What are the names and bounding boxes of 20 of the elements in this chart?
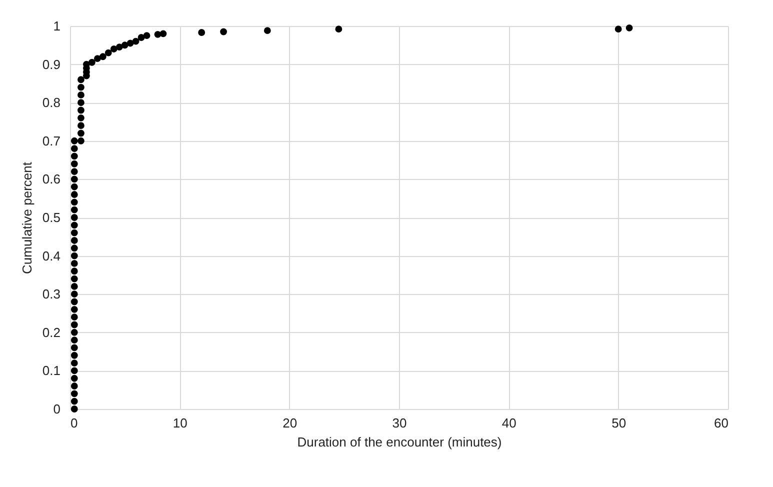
y-tick-label: 0.1 xyxy=(42,363,60,378)
x-tick-label: 30 xyxy=(392,416,407,430)
y-tick-label: 0.9 xyxy=(42,56,60,72)
y-tick-label: 0.8 xyxy=(42,95,60,110)
x-tick-label: 20 xyxy=(282,416,298,430)
x-tick-label: 0 xyxy=(70,416,78,430)
y-tick-label: 1 xyxy=(53,18,60,34)
x-tick-label: 50 xyxy=(612,416,626,430)
x-axis-title: Duration of the encounter (minutes) xyxy=(297,434,502,450)
y-tick-label: 0.7 xyxy=(42,133,60,148)
x-tick-label: 10 xyxy=(172,416,188,430)
x-tick-label: 40 xyxy=(502,416,516,430)
y-tick-label: 0.2 xyxy=(42,324,60,340)
y-tick-label: 0.3 xyxy=(42,286,60,302)
y-tick-label: 0 xyxy=(53,402,60,416)
y-axis-title: Cumulative percent xyxy=(19,162,34,274)
y-tick-label: 0.5 xyxy=(42,210,60,225)
x-tick-label: 60 xyxy=(714,416,728,430)
y-tick-label: 0.4 xyxy=(42,248,60,264)
y-tick-label: 0.6 xyxy=(42,172,60,187)
